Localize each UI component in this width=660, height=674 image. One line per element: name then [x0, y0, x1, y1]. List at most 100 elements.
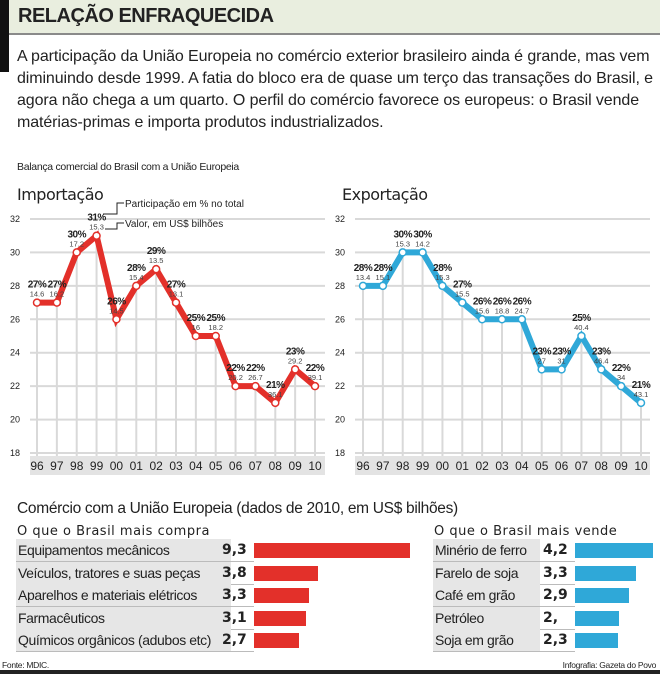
- export-data-point: [577, 331, 586, 341]
- export-chart-title: Exportação: [342, 185, 428, 204]
- buys-category-label: Veículos, tratores e suas peças: [16, 561, 231, 584]
- import-chart-title: Importação: [17, 185, 104, 204]
- legend-value-leader: [105, 222, 124, 230]
- buys-bar: [254, 633, 300, 648]
- import-x-tick-label: 08: [269, 459, 283, 473]
- export-share-label: 23%: [532, 346, 551, 357]
- export-x-tick-label: 06: [555, 459, 569, 473]
- export-value-label: 43.1: [634, 390, 649, 399]
- buys-value-label: 3,1: [222, 609, 247, 626]
- buys-row: Veículos, tratores e suas peças 3,8: [16, 561, 318, 585]
- buys-value-label: 9,3: [222, 542, 247, 558]
- import-share-label: 26%: [107, 296, 126, 307]
- import-x-tick-label: 96: [30, 459, 44, 473]
- import-data-point: [52, 298, 62, 307]
- intro-text: A participação da União Europeia no comé…: [17, 48, 653, 131]
- sells-table-title: O que o Brasil mais vende: [434, 524, 618, 539]
- import-data-point: [72, 248, 81, 257]
- import-y-tick-label: 30: [10, 247, 20, 257]
- export-value-label: 15.6: [475, 306, 490, 315]
- import-value-label: 16.2: [50, 290, 65, 299]
- export-share-label: 23%: [592, 346, 611, 357]
- export-share-label: 21%: [632, 380, 651, 391]
- import-x-tick-label: 99: [90, 459, 104, 473]
- export-share-label: 26%: [513, 296, 532, 307]
- title-bar: [0, 0, 660, 35]
- import-share-label: 25%: [206, 313, 225, 324]
- import-data-point: [112, 315, 121, 324]
- export-x-tick-label: 09: [614, 459, 628, 473]
- export-x-axis-band: [355, 456, 650, 475]
- import-value-label: 16: [192, 323, 200, 332]
- buys-value-label: 2,7: [222, 632, 247, 648]
- import-data-point: [151, 264, 161, 274]
- import-y-tick-label: 22: [10, 381, 20, 391]
- export-y-tick-label: 28: [335, 281, 345, 291]
- export-data-point: [477, 315, 487, 324]
- sells-bar: [575, 565, 637, 581]
- import-data-point: [171, 298, 181, 307]
- import-x-tick-label: 07: [249, 459, 263, 473]
- export-y-tick-label: 26: [335, 314, 345, 324]
- import-value-label: 36.1: [268, 390, 283, 399]
- export-x-tick-label: 01: [456, 459, 470, 473]
- sells-bar: [575, 543, 653, 558]
- sells-value-label: 2,3: [543, 632, 568, 648]
- sells-category-label: Minério de ferro: [433, 539, 540, 561]
- import-share-label: 31%: [87, 213, 106, 224]
- buys-bar: [254, 543, 411, 558]
- export-data-point: [557, 365, 566, 374]
- import-data-point: [231, 381, 240, 391]
- import-data-point: [32, 298, 42, 307]
- export-value-label: 14.2: [415, 239, 430, 248]
- export-data-point: [537, 365, 546, 374]
- buys-bar: [254, 588, 310, 603]
- import-share-label: 27%: [48, 280, 67, 291]
- import-y-tick-label: 26: [10, 314, 20, 324]
- sells-row: Farelo de soja 3,3: [433, 561, 637, 585]
- import-value-label: 26.7: [248, 373, 263, 382]
- import-value-label: 17.2: [69, 239, 84, 248]
- export-share-label: 23%: [552, 346, 571, 357]
- import-data-point: [251, 381, 260, 391]
- export-x-tick-label: 03: [495, 459, 509, 473]
- sells-row: Café em grão 2,9: [433, 584, 629, 607]
- export-share-label: 30%: [393, 229, 412, 240]
- export-y-tick-label: 24: [335, 348, 345, 358]
- export-x-tick-label: 98: [396, 459, 410, 473]
- import-share-label: 27%: [28, 280, 47, 291]
- export-x-tick-label: 96: [356, 459, 370, 473]
- import-value-label: 14.6: [30, 290, 45, 299]
- bottom-rule: [0, 670, 660, 674]
- export-share-label: 26%: [473, 296, 492, 307]
- export-value-label: 13.4: [356, 273, 371, 282]
- import-x-tick-label: 10: [308, 459, 322, 473]
- import-share-label: 29%: [147, 246, 166, 257]
- sells-row: Soja em grão 2,3: [433, 629, 618, 652]
- page-title: RELAÇÃO ENFRAQUECIDA: [18, 5, 274, 27]
- export-share-label: 26%: [493, 296, 512, 307]
- export-data-point: [398, 248, 407, 257]
- accent-bar: [0, 0, 9, 72]
- import-y-tick-label: 24: [10, 348, 20, 358]
- import-share-label: 22%: [246, 363, 265, 374]
- import-share-label: 23%: [286, 346, 305, 357]
- import-value-label: 13.1: [169, 290, 184, 299]
- import-x-tick-label: 04: [189, 459, 203, 473]
- export-value-label: 15.3: [435, 273, 450, 282]
- export-y-tick-label: 30: [335, 247, 345, 257]
- export-y-tick-label: 32: [335, 214, 345, 224]
- sells-category-label: Café em grão: [433, 584, 540, 606]
- buys-row: Equipamentos mecânicos 9,3: [16, 539, 411, 562]
- sells-value-label: 2,9: [543, 587, 568, 603]
- export-share-label: 25%: [572, 313, 591, 324]
- import-data-point: [310, 381, 320, 391]
- import-share-label: 30%: [67, 229, 86, 240]
- export-x-tick-label: 99: [416, 459, 430, 473]
- export-value-label: 40.4: [574, 323, 589, 332]
- export-value-label: 15.5: [455, 290, 470, 299]
- sells-category-label: Farelo de soja: [433, 561, 540, 584]
- export-data-point: [438, 281, 447, 291]
- export-data-point: [597, 365, 606, 374]
